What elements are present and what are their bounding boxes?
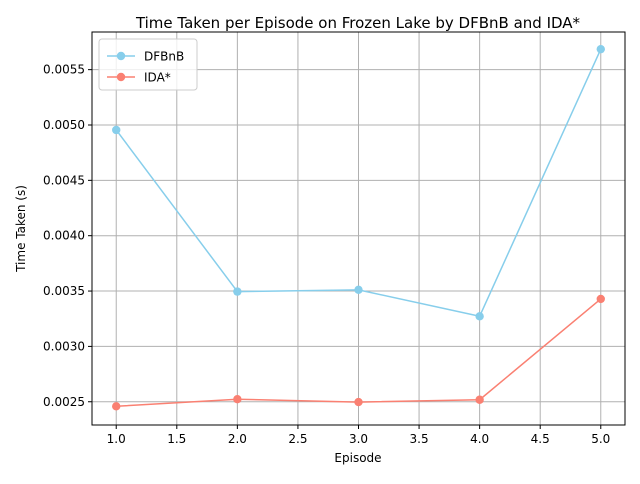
x-tick-label: 2.0 [228, 432, 247, 446]
legend-entry-dfbnb: DFBnB [107, 50, 184, 64]
y-tick-label: 0.0045 [43, 173, 85, 187]
data-point-ida [354, 397, 363, 407]
data-point-dfbnb [475, 312, 484, 321]
x-tick-label: 2.5 [288, 432, 307, 446]
legend: DFBnB IDA* [98, 38, 198, 91]
y-tick-label: 0.0040 [43, 229, 85, 243]
series-ida [112, 294, 605, 411]
x-axis: 1.0 1.5 2.0 2.5 3.0 3.5 4.0 4.5 5.0 [107, 425, 610, 446]
y-axis: 0.0025 0.0030 0.0035 0.0040 0.0045 0.0050 0.00… [43, 63, 92, 409]
legend-marker-swatch [116, 51, 126, 61]
data-point-dfbnb [112, 125, 121, 135]
legend-entry-ida: IDA* [107, 71, 171, 85]
legend-entries: DFBnB IDA* [107, 50, 184, 85]
data-point-ida [596, 294, 605, 304]
y-tick-label: 0.0025 [43, 395, 85, 409]
data-point-dfbnb [354, 285, 363, 295]
x-tick-label: 5.0 [591, 432, 610, 446]
data-point-dfbnb [596, 44, 605, 54]
legend-label: DFBnB [144, 50, 184, 64]
x-tick-label: 4.0 [470, 432, 489, 446]
x-tick-label: 4.5 [531, 432, 550, 446]
grid-lines [92, 32, 625, 425]
y-tick-label: 0.0030 [43, 339, 85, 353]
legend-marker-swatch [116, 72, 126, 82]
x-tick-label: 3.5 [410, 432, 429, 446]
data-point-ida [112, 402, 121, 411]
y-tick-label: 0.0055 [43, 63, 85, 77]
chart-title: Time Taken per Episode on Frozen Lake by… [135, 14, 581, 32]
x-tick-label: 3.0 [349, 432, 368, 446]
x-tick-label: 1.0 [107, 432, 126, 446]
data-point-ida [475, 395, 484, 404]
data-point-ida [233, 395, 242, 404]
legend-label: IDA* [144, 71, 171, 85]
series-layer [112, 44, 605, 411]
x-axis-label: Episode [334, 451, 381, 465]
x-tick-label: 1.5 [167, 432, 186, 446]
series-dfbnb [112, 44, 605, 321]
y-tick-label: 0.0035 [43, 284, 85, 298]
y-axis-label: Time Taken (s) [14, 185, 28, 273]
y-tick-label: 0.0050 [43, 118, 85, 132]
data-point-dfbnb [233, 287, 242, 296]
